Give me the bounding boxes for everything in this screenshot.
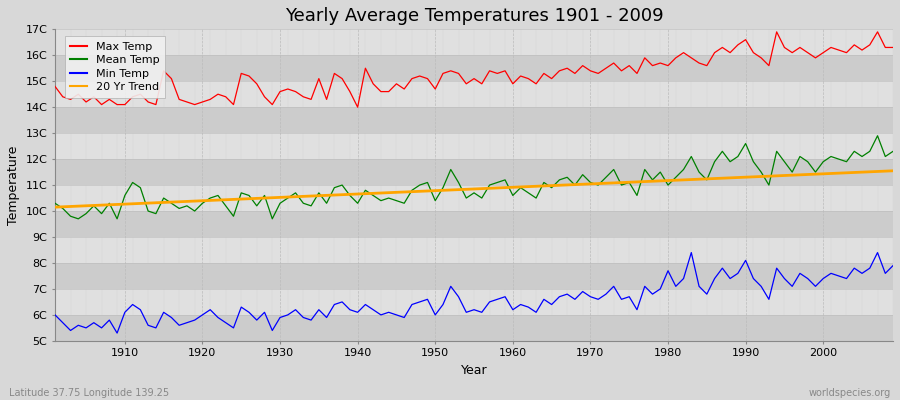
Legend: Max Temp, Mean Temp, Min Temp, 20 Yr Trend: Max Temp, Mean Temp, Min Temp, 20 Yr Tre… [65,36,165,98]
Bar [55,55,893,81]
X-axis label: Year: Year [461,364,487,377]
Bar [55,29,893,55]
Bar [55,185,893,211]
Bar [55,133,893,159]
Bar [55,289,893,315]
Bar [55,211,893,237]
Y-axis label: Temperature: Temperature [7,145,20,225]
Bar [55,263,893,289]
Bar [55,81,893,107]
Bar [55,237,893,263]
Text: Latitude 37.75 Longitude 139.25: Latitude 37.75 Longitude 139.25 [9,388,169,398]
Bar [55,107,893,133]
Bar [55,315,893,341]
Title: Yearly Average Temperatures 1901 - 2009: Yearly Average Temperatures 1901 - 2009 [284,7,663,25]
Bar [55,159,893,185]
Text: worldspecies.org: worldspecies.org [809,388,891,398]
